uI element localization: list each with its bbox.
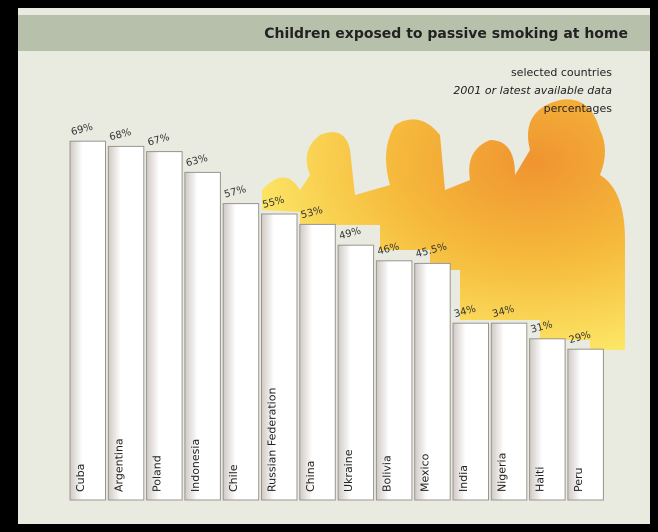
bar xyxy=(567,348,604,501)
subtitle: percentages xyxy=(544,102,613,115)
bar xyxy=(529,338,566,501)
bar xyxy=(414,262,451,501)
bar xyxy=(490,322,528,501)
x-tick-label: Indonesia xyxy=(189,439,202,492)
bar xyxy=(146,151,183,501)
bar xyxy=(375,260,413,501)
bar xyxy=(261,213,298,501)
x-tick-label: Russian Federation xyxy=(266,388,279,492)
bar xyxy=(337,244,375,501)
silhouettes xyxy=(262,99,625,350)
x-tick-label: Peru xyxy=(572,467,585,492)
x-tick-label: Chile xyxy=(227,464,240,492)
x-tick-label: Cuba xyxy=(74,464,87,492)
x-tick-label: Poland xyxy=(151,455,164,492)
bar xyxy=(222,203,260,501)
bars: 69%Cuba68%Argentina67%Poland63%Indonesia… xyxy=(69,122,604,501)
x-tick-label: Haiti xyxy=(534,467,547,492)
bar xyxy=(184,171,221,501)
chart-title: Children exposed to passive smoking at h… xyxy=(264,26,628,42)
header-bar xyxy=(18,15,650,51)
x-tick-label: Nigeria xyxy=(495,453,508,492)
x-tick-label: Argentina xyxy=(112,438,125,492)
x-tick-label: Ukraine xyxy=(342,449,355,492)
subtitle: 2001 or latest available data xyxy=(453,84,612,97)
bar xyxy=(107,145,145,501)
x-tick-label: China xyxy=(304,461,317,492)
x-tick-label: Mexico xyxy=(419,453,432,492)
bar xyxy=(69,140,106,501)
subtitle: selected countries xyxy=(511,66,612,79)
bar xyxy=(452,322,489,501)
x-tick-label: Bolivia xyxy=(380,455,393,492)
bar xyxy=(299,223,336,501)
x-tick-label: India xyxy=(457,465,470,492)
